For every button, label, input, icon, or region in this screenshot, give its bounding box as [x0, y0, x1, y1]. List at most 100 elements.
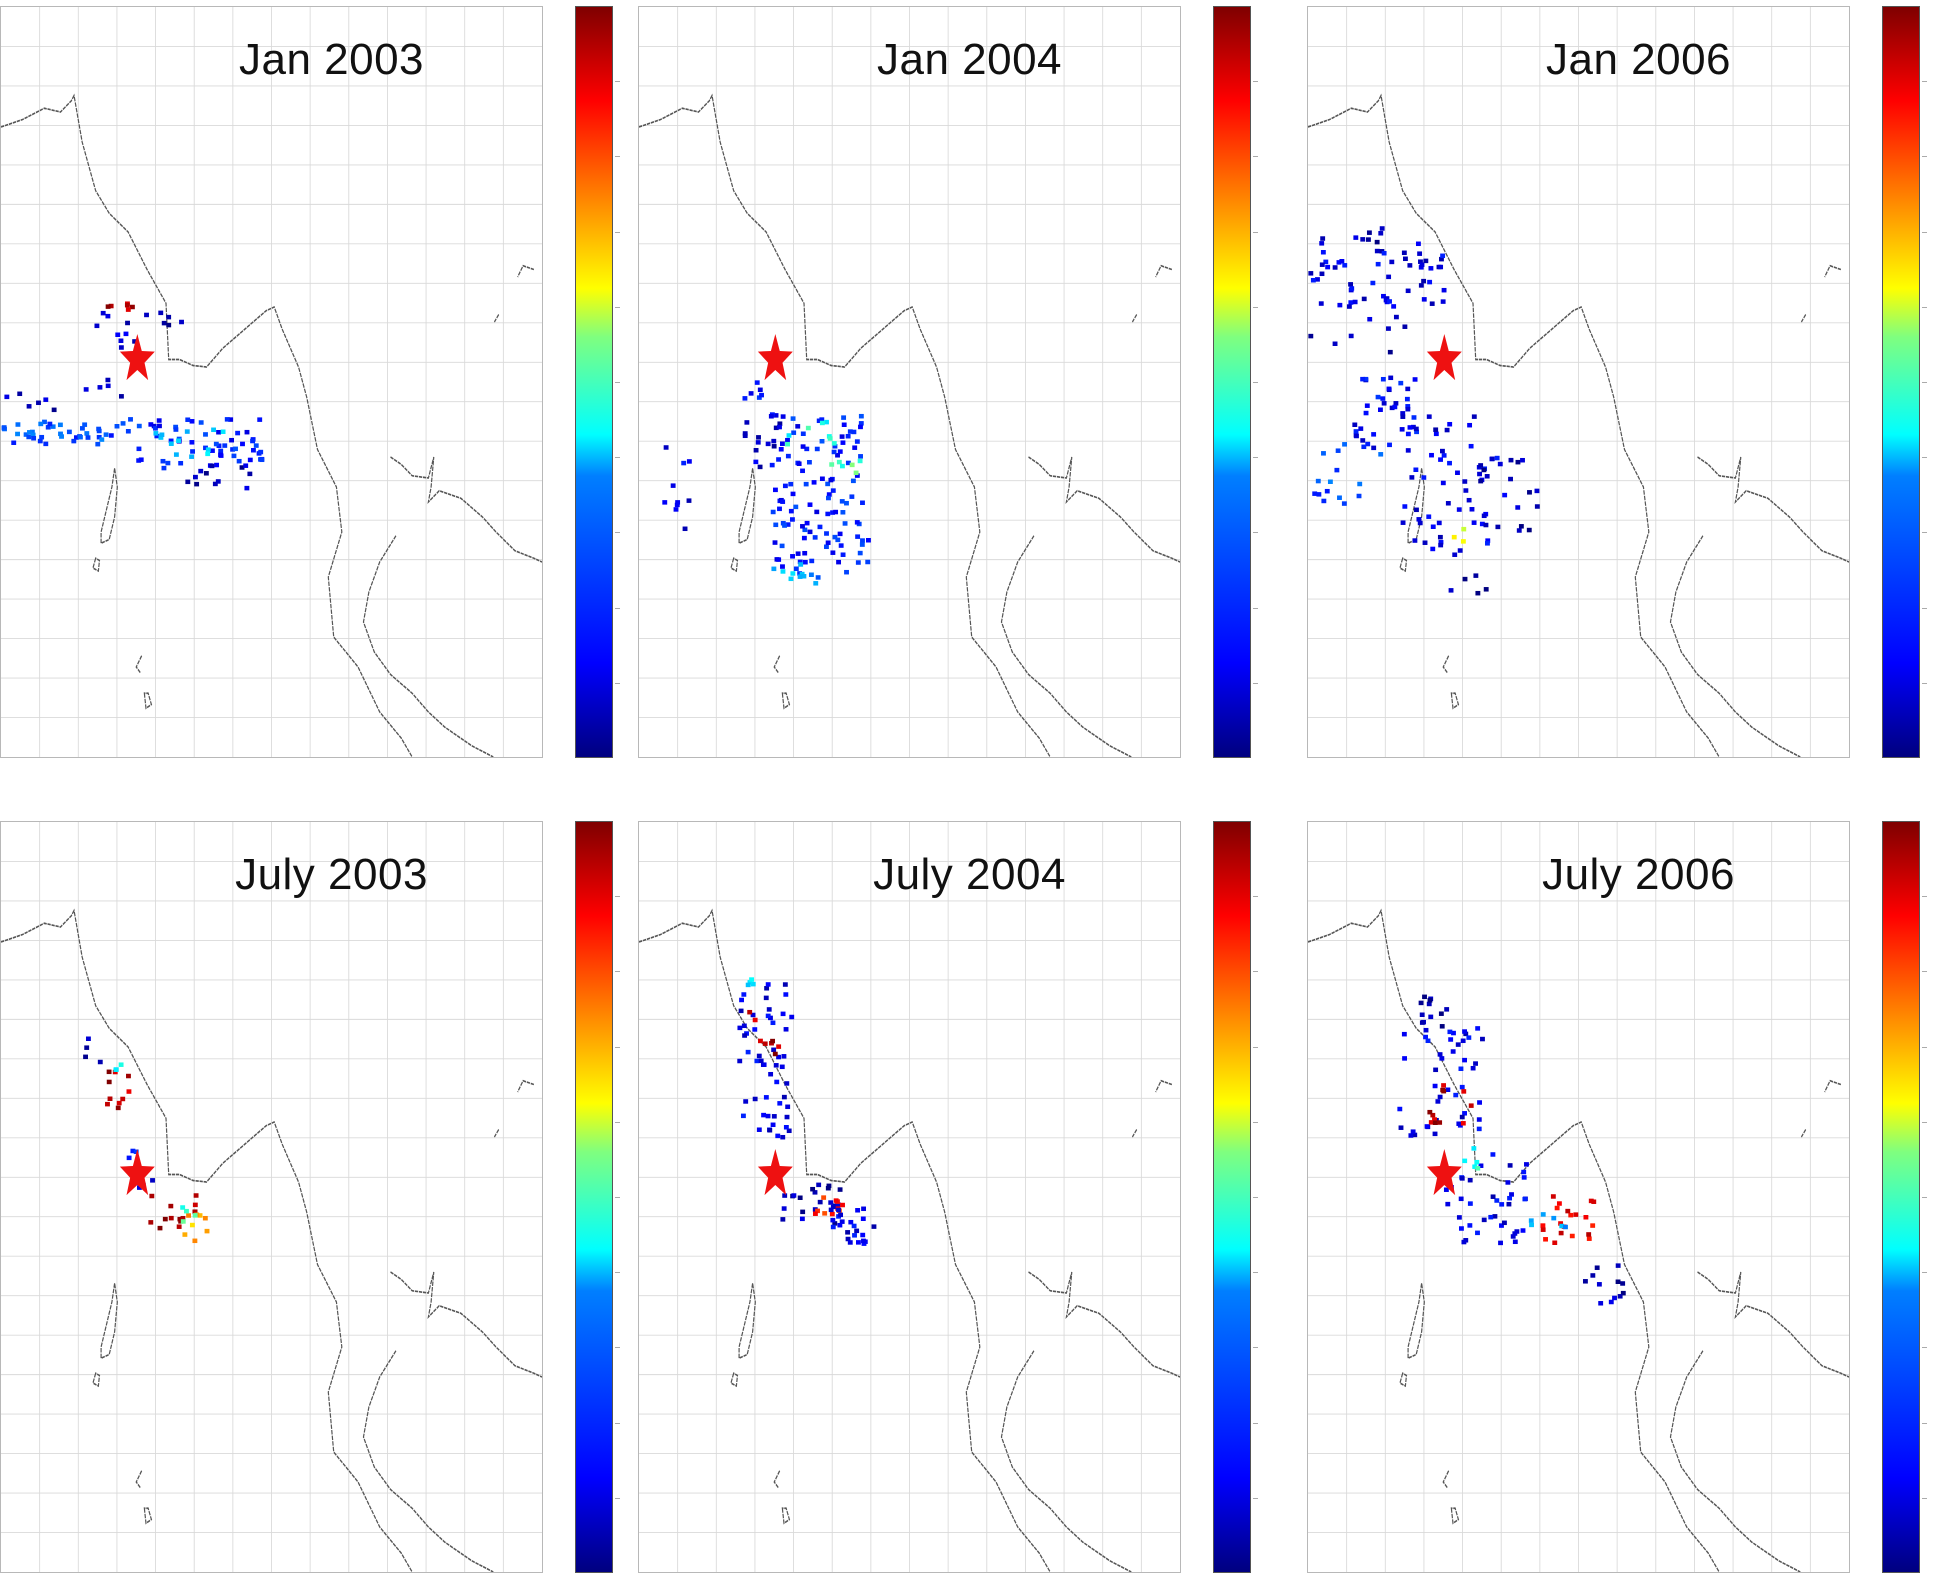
colorbar-tick [1922, 81, 1927, 83]
coastline [1, 908, 542, 1572]
colorbar-tick [1922, 971, 1927, 973]
map-plot-area: July 2003 [0, 821, 543, 1573]
colorbar [1213, 821, 1251, 1573]
coastline [639, 908, 1180, 1572]
graticule-grid [1308, 7, 1849, 757]
colorbar-tick [1253, 306, 1258, 308]
map-plot-area: July 2004 [638, 821, 1181, 1573]
colorbar-tick [1253, 231, 1258, 233]
colorbar-tick [1253, 1497, 1258, 1499]
colorbar-tick [615, 1121, 620, 1123]
colorbar-tick [1253, 1347, 1258, 1349]
colorbar-tick [1922, 1046, 1927, 1048]
colorbar-tick [1922, 682, 1927, 684]
colorbar-tick [615, 1272, 620, 1274]
colorbar-tick [1253, 1121, 1258, 1123]
colorbar [575, 6, 613, 758]
map-plot-area: Jan 2003 [0, 6, 543, 758]
colorbar-tick [1253, 682, 1258, 684]
map-svg [639, 7, 1180, 757]
site-star-icon [119, 334, 155, 381]
colorbar-tick [1253, 971, 1258, 973]
colorbar-tick [1922, 457, 1927, 459]
colorbar-tick [1922, 1347, 1927, 1349]
colorbar-tick [1253, 81, 1258, 83]
colorbar-tick [1922, 607, 1927, 609]
colorbar-tick [615, 971, 620, 973]
site-star-icon [119, 1149, 155, 1196]
site-star-icon [1426, 334, 1462, 381]
colorbar-tick [1922, 1422, 1927, 1424]
coastline [1308, 93, 1849, 757]
colorbar [575, 821, 613, 1573]
colorbar-tick [615, 607, 620, 609]
colorbar [1213, 6, 1251, 758]
colorbar-tick [615, 1497, 620, 1499]
map-plot-area: Jan 2004 [638, 6, 1181, 758]
colorbar-tick [615, 457, 620, 459]
colorbar-tick [1922, 382, 1927, 383]
colorbar-tick [1922, 1197, 1927, 1198]
map-panel-july-2003: July 2003 [0, 821, 623, 1585]
scatter-points [1308, 226, 1540, 596]
colorbar-tick [1253, 532, 1258, 534]
colorbar-tick [1253, 1422, 1258, 1424]
colorbar-tick [1253, 1197, 1258, 1198]
scatter-points [737, 977, 877, 1246]
coastline [639, 93, 1180, 757]
colorbar-tick [1922, 896, 1927, 898]
site-star-icon [757, 1149, 793, 1196]
scatter-points [1, 301, 265, 491]
map-svg [1, 822, 542, 1572]
scatter-points [1397, 994, 1626, 1306]
map-svg [1308, 7, 1849, 757]
colorbar-tick [1922, 1121, 1927, 1123]
colorbar-tick [615, 1347, 620, 1349]
colorbar-tick [1253, 896, 1258, 898]
site-star-icon [757, 334, 793, 381]
colorbar-tick [615, 1422, 620, 1424]
colorbar-tick [615, 306, 620, 308]
colorbar-tick [1922, 156, 1927, 158]
colorbar-tick [615, 231, 620, 233]
colorbar-tick [615, 896, 620, 898]
colorbar-tick [615, 156, 620, 158]
map-plot-area: Jan 2006 [1307, 6, 1850, 758]
graticule-grid [1, 7, 542, 757]
colorbar-tick [1922, 306, 1927, 308]
colorbar-tick [1922, 1497, 1927, 1499]
colorbar-tick [615, 532, 620, 534]
coastline [1, 93, 542, 757]
colorbar-tick [1253, 607, 1258, 609]
map-panel-july-2006: July 2006 [1307, 821, 1930, 1585]
graticule-grid [639, 822, 1180, 1572]
colorbar-tick [615, 81, 620, 83]
colorbar [1882, 821, 1920, 1573]
map-svg [1308, 822, 1849, 1572]
colorbar-tick [1922, 532, 1927, 534]
colorbar-tick [615, 382, 620, 383]
map-plot-area: July 2006 [1307, 821, 1850, 1573]
colorbar-tick [1253, 457, 1258, 459]
colorbar-tick [1253, 382, 1258, 383]
map-panel-july-2004: July 2004 [638, 821, 1261, 1585]
scatter-points [662, 380, 871, 586]
site-star-icon [1426, 1149, 1462, 1196]
colorbar [1882, 6, 1920, 758]
colorbar-tick [615, 1197, 620, 1198]
graticule-grid [1308, 822, 1849, 1572]
map-svg [639, 822, 1180, 1572]
scatter-points [83, 1036, 210, 1244]
graticule-grid [639, 7, 1180, 757]
graticule-grid [1, 822, 542, 1572]
colorbar-tick [1922, 231, 1927, 233]
colorbar-tick [1253, 1272, 1258, 1274]
colorbar-tick [615, 682, 620, 684]
colorbar-tick [1253, 156, 1258, 158]
map-panel-jan-2006: Jan 2006 [1307, 6, 1930, 770]
map-panel-jan-2004: Jan 2004 [638, 6, 1261, 770]
map-panel-jan-2003: Jan 2003 [0, 6, 623, 770]
colorbar-tick [615, 1046, 620, 1048]
colorbar-tick [1253, 1046, 1258, 1048]
colorbar-tick [1922, 1272, 1927, 1274]
